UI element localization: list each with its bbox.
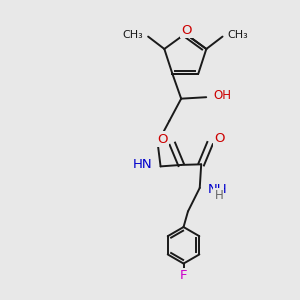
Text: O: O xyxy=(182,24,192,37)
Text: NH: NH xyxy=(208,183,228,196)
Text: H: H xyxy=(214,189,223,202)
Text: OH: OH xyxy=(214,89,232,102)
Text: O: O xyxy=(214,132,225,145)
Text: CH₃: CH₃ xyxy=(122,30,143,40)
Text: HN: HN xyxy=(133,158,152,171)
Text: CH₃: CH₃ xyxy=(228,30,249,40)
Text: O: O xyxy=(158,133,168,146)
Text: F: F xyxy=(180,269,187,282)
